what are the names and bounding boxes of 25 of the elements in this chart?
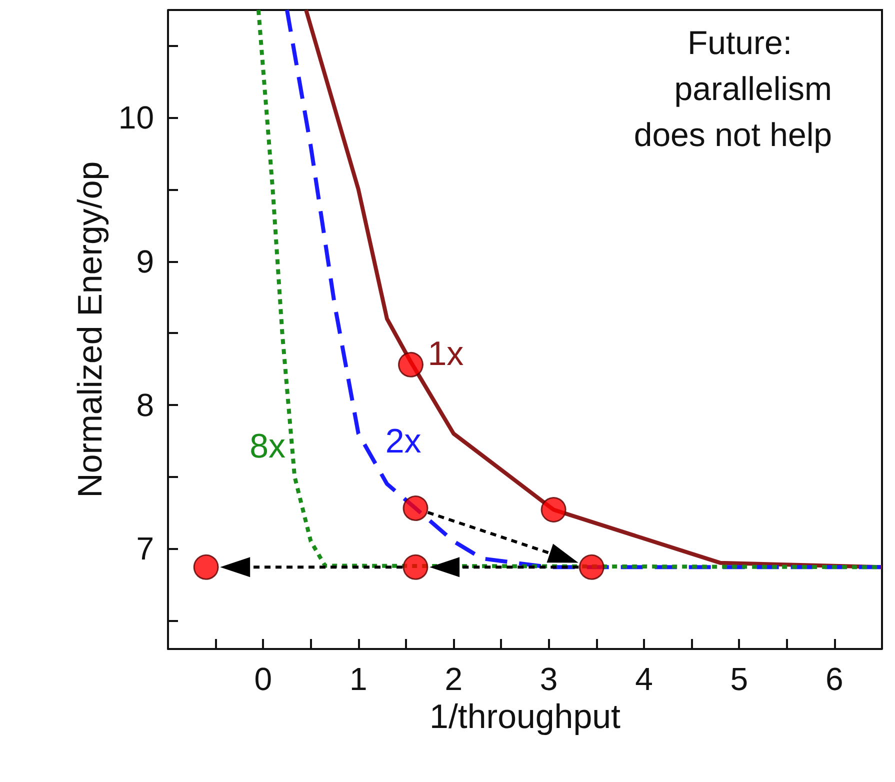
point — [402, 496, 428, 522]
x-tick-label: 6 — [826, 661, 844, 697]
y-tick-label: 9 — [136, 243, 154, 280]
point — [578, 554, 604, 580]
annotation: does not help — [634, 116, 832, 153]
x-tick-label: 3 — [540, 661, 558, 697]
y-tick-label: 10 — [118, 100, 154, 136]
series-label: 1x — [428, 334, 464, 373]
point — [540, 496, 566, 522]
annotation: parallelism — [674, 70, 832, 107]
point — [402, 554, 428, 580]
x-tick-label: 0 — [254, 661, 272, 697]
x-tick-label: 4 — [635, 661, 653, 697]
series-label: 2x — [385, 422, 422, 461]
point — [193, 554, 219, 580]
series-label: 8x — [250, 428, 286, 466]
annotation: Future: — [687, 24, 792, 61]
x-tick-label: 2 — [444, 661, 462, 697]
point — [398, 352, 424, 378]
x-tick-label: 5 — [730, 661, 748, 697]
y-axis-title: Normalized Energy/op — [72, 161, 110, 498]
x-tick-label: 1 — [350, 661, 368, 697]
x-axis-title: 1/throughput — [430, 698, 622, 736]
y-tick-label: 8 — [136, 386, 154, 423]
y-tick-label: 7 — [136, 530, 154, 566]
